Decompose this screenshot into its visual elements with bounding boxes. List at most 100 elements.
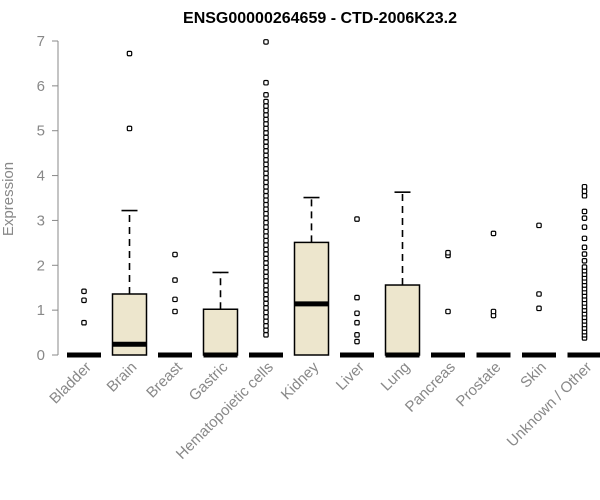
outlier-point (581, 264, 588, 270)
outlier-point (263, 92, 269, 98)
y-tick-label: 5 (37, 123, 45, 140)
outlier-point (581, 188, 588, 195)
outlier-point (126, 50, 133, 57)
outlier-point (263, 296, 269, 302)
x-tick-label: Lung (378, 359, 414, 395)
x-tick-label: Liver (333, 359, 368, 394)
outlier-point (536, 291, 542, 297)
outlier-point (263, 112, 269, 118)
y-tick-label: 2 (37, 257, 45, 274)
outlier-point (263, 246, 269, 253)
box-9 (476, 230, 511, 358)
box-body (202, 308, 239, 356)
outlier-point (263, 314, 269, 320)
x-tick-label: Pancreas (402, 359, 459, 416)
outlier-point (172, 296, 178, 303)
outlier-point (263, 260, 269, 266)
box-11 (567, 183, 600, 358)
outlier-point (263, 242, 269, 248)
outlier-point (81, 297, 87, 304)
plot-area (67, 39, 600, 358)
outlier-point (263, 125, 269, 132)
outlier-point (354, 319, 360, 326)
outlier-point (263, 251, 269, 257)
x-tick-label: Prostate (453, 359, 505, 411)
outlier-point (263, 116, 269, 123)
outlier-point (263, 161, 269, 168)
x-tick-label: Breast (143, 358, 186, 401)
y-tick-label: 1 (37, 302, 45, 319)
outlier-point (263, 323, 269, 329)
outlier-point (263, 215, 269, 221)
outlier-point (172, 308, 178, 315)
outlier-point (263, 148, 269, 154)
outlier-point (263, 166, 269, 172)
outlier-point (581, 224, 588, 230)
outlier-point (263, 224, 269, 230)
outlier-point (263, 269, 269, 275)
outlier-point (490, 230, 497, 237)
outlier-point (263, 273, 269, 280)
outlier-point (536, 305, 542, 312)
x-tick-label: Kidney (278, 358, 323, 403)
outlier-point (263, 300, 269, 307)
outlier-point (354, 294, 360, 301)
outlier-point (263, 98, 269, 105)
outlier-point (263, 183, 269, 190)
outlier-point (263, 237, 269, 244)
outlier-point (354, 216, 360, 222)
outlier-point (263, 143, 269, 150)
outlier-point (263, 332, 269, 338)
box-6 (340, 216, 374, 358)
outlier-point (581, 244, 588, 251)
outlier-point (263, 210, 269, 217)
outlier-point (581, 208, 588, 215)
outlier-point (490, 308, 497, 315)
y-tick-label: 4 (37, 168, 45, 185)
x-tick-label: Brain (104, 359, 141, 396)
outlier-point (172, 251, 178, 258)
outlier-point (263, 103, 269, 109)
outlier-point (263, 152, 269, 159)
outlier-point (581, 192, 588, 199)
outlier-point (263, 228, 269, 235)
x-tick-label: Skin (517, 359, 550, 392)
outlier-point (263, 278, 269, 284)
box-5 (293, 196, 330, 356)
box-8 (431, 249, 465, 358)
outlier-point (263, 233, 269, 239)
outlier-point (263, 327, 269, 334)
outlier-point (126, 125, 133, 132)
outlier-point (263, 287, 269, 293)
outlier-point (581, 183, 588, 190)
x-tick-label: Bladder (46, 359, 95, 408)
outlier-point (263, 318, 269, 325)
outlier-point (354, 332, 360, 338)
outlier-point (263, 201, 269, 208)
y-tick-label: 6 (37, 78, 45, 95)
y-tick-label: 0 (37, 347, 45, 364)
outlier-point (263, 107, 269, 114)
outlier-point (263, 305, 269, 311)
outlier-point (581, 215, 588, 221)
y-axis: 0 1 2 3 4 5 6 7 (37, 33, 59, 364)
outlier-point (263, 197, 269, 204)
box-10 (522, 222, 556, 358)
outlier-point (263, 188, 269, 195)
outlier-point (263, 79, 269, 86)
outlier-point (81, 319, 87, 326)
chart-title: ENSG00000264659 - CTD-2006K23.2 (183, 10, 457, 27)
box-2 (158, 251, 192, 358)
outlier-point (263, 206, 269, 213)
outlier-point (354, 310, 360, 317)
outlier-point (581, 258, 588, 264)
box-3 (202, 271, 239, 358)
box-4 (249, 39, 283, 358)
outlier-point (263, 134, 269, 141)
outlier-point (354, 338, 360, 345)
outlier-point (581, 251, 588, 257)
box-body (293, 241, 330, 356)
outlier-point (263, 264, 269, 271)
